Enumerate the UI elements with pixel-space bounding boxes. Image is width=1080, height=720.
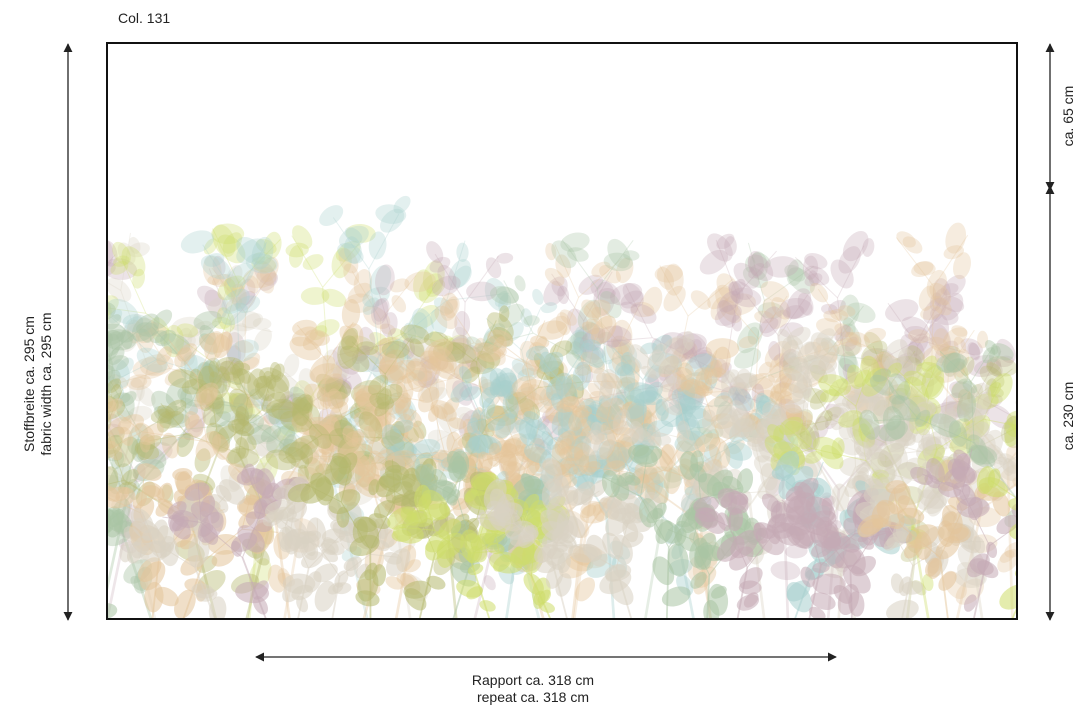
colorway-label: Col. 131 bbox=[118, 10, 171, 26]
pattern-height-label: ca. 230 cm bbox=[1060, 381, 1076, 451]
repeat-label: Rapport ca. 318 cm repeat ca. 318 cm bbox=[472, 672, 594, 706]
top-blank-label: ca. 65 cm bbox=[1060, 85, 1076, 147]
fabric-width-label: Stoffbreite ca. 295 cm fabric width ca. … bbox=[21, 312, 55, 455]
fabric-pattern-panel bbox=[106, 42, 1018, 620]
repeat-label-de: Rapport ca. 318 cm bbox=[471, 672, 595, 688]
repeat-label-en: repeat ca. 318 cm bbox=[476, 689, 590, 705]
fabric-width-label-en: fabric width ca. 295 cm bbox=[38, 312, 54, 456]
foliage-artwork bbox=[108, 195, 1016, 618]
fabric-width-label-de: Stoffbreite ca. 295 cm bbox=[21, 316, 37, 452]
